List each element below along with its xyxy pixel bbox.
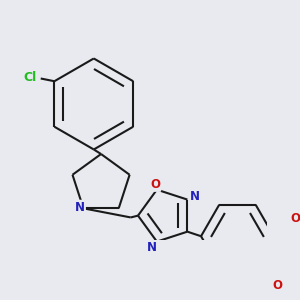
Text: N: N [75, 201, 85, 214]
Text: O: O [291, 212, 300, 224]
Text: O: O [150, 178, 160, 191]
Text: N: N [190, 190, 200, 203]
Text: O: O [272, 279, 283, 292]
Text: N: N [146, 242, 156, 254]
Text: Cl: Cl [23, 71, 36, 84]
